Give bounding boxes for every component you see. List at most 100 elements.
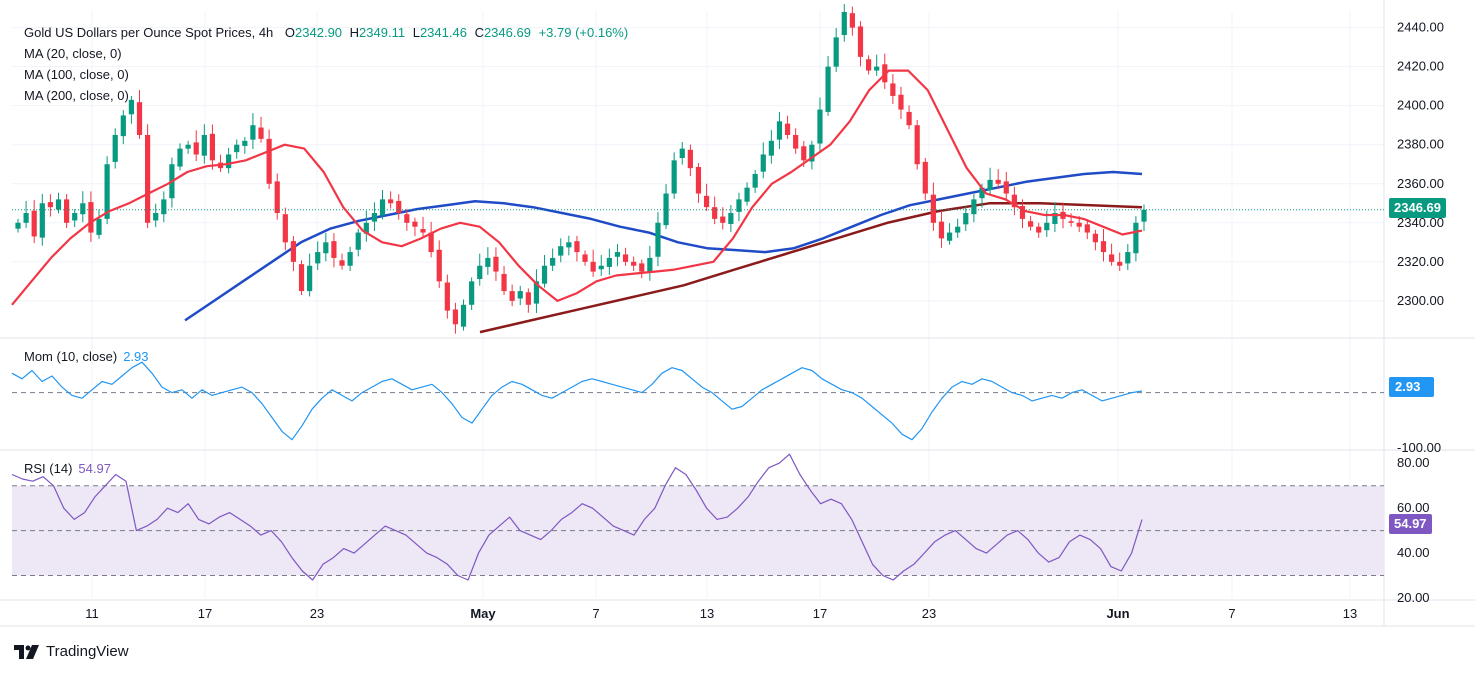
candle-body [1141, 209, 1147, 222]
time-axis[interactable]: 11 17 23 May 7 13 17 23 Jun 7 13 [85, 606, 1357, 621]
candle-body [307, 265, 313, 292]
candle-body [363, 222, 369, 234]
candle-body [460, 304, 467, 327]
candle-body [161, 199, 167, 215]
price-tick-label: 2320.00 [1397, 254, 1444, 269]
candle-body [1125, 252, 1131, 264]
candle-body [744, 187, 750, 202]
momentum-badge: 2.93 [1389, 377, 1435, 397]
candle-body [258, 127, 264, 139]
candle-body [1076, 222, 1082, 227]
candle-body [655, 222, 661, 257]
candle-body [752, 174, 758, 188]
candle-body [922, 161, 928, 194]
last-price-badge: 2346.69 [1389, 198, 1446, 218]
candle-body [712, 207, 718, 219]
ma20-legend[interactable]: MA (20, close, 0) [24, 46, 122, 61]
close-value: 2346.69 [483, 25, 531, 40]
ma200-path [479, 202, 1143, 334]
candle-body [274, 181, 280, 214]
candle-body [428, 232, 434, 253]
candle-body [930, 194, 936, 223]
candle-body [250, 125, 256, 140]
candle-body [96, 218, 102, 235]
time-tick-label: 17 [198, 606, 212, 621]
candle-body [396, 200, 402, 214]
high-label: H [349, 25, 360, 40]
rsi-tick-label: 80.00 [1397, 455, 1430, 470]
candle-body [193, 142, 199, 155]
low-value: 2341.46 [419, 25, 467, 40]
price-tick-label: 2340.00 [1397, 215, 1444, 230]
candle-body [525, 292, 531, 305]
candle-body [234, 144, 240, 153]
candle-body [436, 249, 442, 282]
candle-body [898, 94, 904, 110]
chart-header: Gold US Dollars per Ounce Spot Prices, 4… [24, 25, 628, 41]
candle-body [153, 213, 159, 221]
candle-body [857, 26, 864, 57]
ma200-legend[interactable]: MA (200, close, 0) [24, 88, 129, 103]
time-tick-label: Jun [1106, 606, 1129, 621]
tradingview-logo[interactable]: TradingView [14, 643, 129, 660]
time-tick-label: 11 [85, 606, 99, 621]
candle-body [736, 199, 742, 212]
candle-body [695, 166, 702, 194]
candle-body [477, 265, 483, 280]
ma100-legend[interactable]: MA (100, close, 0) [24, 67, 129, 82]
candle-body [88, 202, 94, 233]
candle-body [501, 273, 507, 292]
candle-body [938, 221, 945, 239]
momentum-path [11, 361, 1143, 441]
candle-body [1027, 221, 1034, 227]
candle-body [404, 214, 410, 223]
candle-body [793, 134, 799, 149]
momentum-pane: -100.00 [11, 361, 1441, 455]
rsi-label: RSI (14) [24, 461, 73, 476]
candle-body [72, 213, 78, 221]
candle-body [201, 134, 207, 156]
candle-body [104, 164, 110, 219]
candle-body [15, 222, 21, 229]
candle-body [298, 264, 305, 292]
price-axis[interactable]: 2300.00 2320.00 2340.00 2360.00 2380.00 2400.… [1397, 20, 1444, 308]
low-label: L [412, 25, 420, 40]
price-tick-label: 2420.00 [1397, 59, 1444, 74]
candle-body [809, 144, 815, 162]
candle-body [1068, 221, 1074, 223]
candle-body [1003, 181, 1009, 194]
candle-body [145, 134, 151, 223]
candle-body [209, 133, 216, 161]
candle-body [315, 252, 321, 264]
candle-body [1092, 233, 1098, 243]
candle-body [485, 257, 491, 267]
candle-body [671, 160, 677, 194]
momentum-value: 2.93 [123, 349, 149, 364]
symbol-title[interactable]: Gold US Dollars per Ounce Spot Prices, 4… [24, 25, 274, 40]
candle-body [282, 214, 288, 243]
open-value: 2342.90 [295, 25, 343, 40]
ma20-path [11, 69, 1143, 306]
candle-body [323, 242, 329, 254]
momentum-legend[interactable]: Mom (10, close) 2.93 [24, 349, 149, 364]
candle-body [226, 154, 232, 169]
candle-body [566, 242, 572, 248]
candle-body [841, 12, 847, 36]
candle-body [290, 241, 297, 262]
candle-body [1117, 261, 1123, 266]
candle-body [331, 241, 337, 258]
candle-body [47, 202, 54, 208]
time-tick-label: 23 [310, 606, 324, 621]
candle-body [582, 254, 588, 262]
candle-body [80, 203, 86, 215]
candle-body [906, 111, 912, 126]
change-value: +3.79 (+0.16%) [538, 25, 629, 40]
candle-body [703, 195, 710, 208]
candle-body [979, 187, 985, 199]
candle-body [801, 146, 807, 161]
price-tick-label: 2400.00 [1397, 98, 1444, 113]
ma20-line [11, 69, 1143, 306]
rsi-legend[interactable]: RSI (14) 54.97 [24, 461, 111, 476]
candle-body [574, 241, 580, 253]
